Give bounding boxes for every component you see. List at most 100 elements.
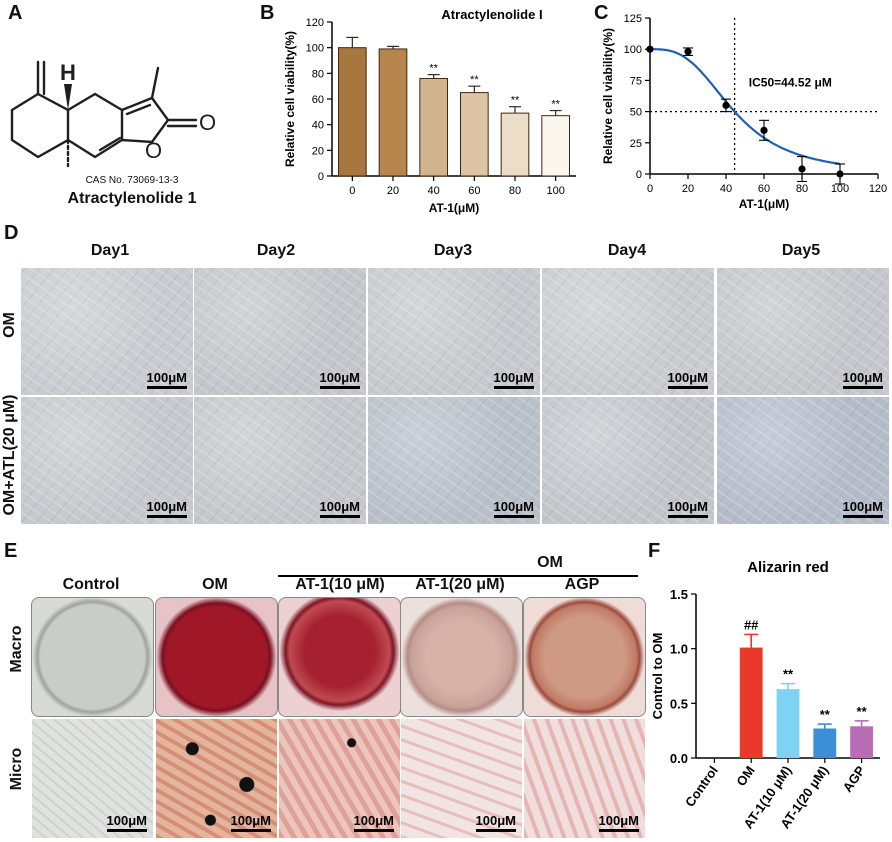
scale-bar: 100μM bbox=[493, 370, 534, 389]
carbonyl-oxygen-label: O bbox=[199, 110, 216, 135]
chart-c-data-point bbox=[646, 45, 654, 53]
scale-bar-label: 100μM bbox=[493, 499, 534, 514]
chart-b-x-tick-label: 80 bbox=[509, 185, 521, 197]
chart-b-viability-bars: Atractylenolide I 0 20 40 60 80 100 120 0 20 ** 40 *… bbox=[283, 7, 576, 215]
scale-bar-line bbox=[353, 829, 394, 832]
chart-f-y-tick-label: 1.0 bbox=[670, 642, 688, 657]
micrograph-image: 100μM bbox=[20, 267, 194, 396]
micro-stain-image: 100μM bbox=[523, 718, 646, 839]
chart-c-y-tick-label: 0 bbox=[636, 169, 642, 181]
chart-b-x-tick-label: 20 bbox=[387, 185, 399, 197]
chart-b-y-tick-label: 120 bbox=[306, 17, 324, 29]
scale-bar-label: 100μM bbox=[106, 813, 147, 828]
scale-bar-label: 100μM bbox=[842, 499, 883, 514]
chart-c-data-point bbox=[836, 170, 844, 178]
chart-c-x-tick-label: 60 bbox=[758, 183, 770, 195]
scale-bar-label: 100μM bbox=[146, 370, 187, 385]
scale-bar: 100μM bbox=[667, 499, 708, 518]
scale-bar-label: 100μM bbox=[319, 499, 360, 514]
chart-b-x-label: AT-1(μM) bbox=[429, 201, 479, 215]
scale-bar: 100μM bbox=[319, 499, 360, 518]
micrograph-image: 100μM bbox=[367, 396, 541, 525]
panel-letter-f: F bbox=[648, 540, 661, 562]
scale-bar: 100μM bbox=[842, 499, 883, 518]
chart-b-y-tick-label: 0 bbox=[318, 171, 324, 183]
chart-c-data-point bbox=[684, 48, 692, 56]
day-header: Day5 bbox=[781, 242, 821, 259]
compound-name: Atractylenolide 1 bbox=[67, 190, 197, 207]
chart-f-bar bbox=[850, 726, 874, 758]
micro-stain-image: 100μM bbox=[400, 718, 523, 839]
chart-b-bar bbox=[419, 77, 448, 177]
scale-bar-label: 100μM bbox=[475, 813, 516, 828]
micrograph-image: 100μM bbox=[367, 267, 541, 396]
panel-letter-a: A bbox=[8, 2, 23, 24]
scale-bar: 100μM bbox=[842, 370, 883, 389]
chart-b-significance: ** bbox=[470, 74, 479, 86]
day-header: Day3 bbox=[433, 242, 473, 259]
micrograph-image: 100μM bbox=[541, 267, 715, 396]
scale-bar: 100μM bbox=[230, 813, 271, 832]
scale-bar-line bbox=[493, 515, 534, 518]
chart-f-y-label: Control to OM bbox=[650, 633, 665, 720]
scale-bar-label: 100μM bbox=[598, 813, 639, 828]
micro-stain-image: 100μM bbox=[278, 718, 401, 839]
scale-bar: 100μM bbox=[146, 499, 187, 518]
h-label: H bbox=[60, 60, 76, 85]
scale-bar-line bbox=[842, 515, 883, 518]
chart-b-bar bbox=[460, 92, 489, 177]
chart-b-significance: ** bbox=[429, 63, 438, 75]
day-header: Day2 bbox=[256, 242, 296, 259]
chart-c-y-tick-label: 25 bbox=[630, 138, 642, 150]
scale-bar-line bbox=[598, 829, 639, 832]
micrograph-image: 100μM bbox=[193, 267, 367, 396]
chart-c-x-tick-label: 20 bbox=[682, 183, 694, 195]
chart-b-title: Atractylenolide I bbox=[441, 7, 542, 22]
chart-c-x-tick-label: 100 bbox=[831, 183, 849, 195]
chart-c-x-tick-label: 40 bbox=[720, 183, 732, 195]
om-group-label: OM bbox=[537, 554, 563, 571]
chart-f-alizarin-bars: Alizarin red0.00.51.01.5Control##OM**AT-… bbox=[650, 559, 880, 831]
day-header: Day4 bbox=[607, 242, 647, 259]
panel-letter-b: B bbox=[260, 2, 275, 24]
chart-c-data-point bbox=[760, 126, 768, 134]
chart-f-y-tick-label: 1.5 bbox=[670, 587, 688, 602]
row-header-om: OM bbox=[1, 312, 18, 338]
scale-bar: 100μM bbox=[353, 813, 394, 832]
chart-b-significance: ** bbox=[511, 95, 520, 107]
row-header-micro: Micro bbox=[8, 747, 25, 791]
chart-f-y-tick-label: 0.0 bbox=[670, 751, 688, 766]
scale-bar-line bbox=[146, 515, 187, 518]
scale-bar: 100μM bbox=[319, 370, 360, 389]
macro-dish-image bbox=[400, 597, 523, 717]
chart-b-bar bbox=[541, 115, 570, 177]
scale-bar-label: 100μM bbox=[842, 370, 883, 385]
chart-b-y-tick-label: 20 bbox=[312, 145, 324, 157]
chart-f-bar bbox=[776, 689, 800, 758]
scale-bar: 100μM bbox=[598, 813, 639, 832]
scale-bar-label: 100μM bbox=[319, 370, 360, 385]
row-header-om-atl: OM+ATL(20 μM) bbox=[1, 394, 18, 516]
micrograph-image: 100μM bbox=[193, 396, 367, 525]
macro-dish-image bbox=[31, 597, 154, 717]
scale-bar: 100μM bbox=[475, 813, 516, 832]
macro-dish-image bbox=[278, 597, 401, 717]
chart-f-significance: ** bbox=[820, 707, 831, 722]
cas-number: CAS No. 73069-13-3 bbox=[85, 175, 179, 186]
chart-b-y-tick-label: 100 bbox=[306, 43, 324, 55]
scale-bar: 100μM bbox=[106, 813, 147, 832]
scale-bar-label: 100μM bbox=[667, 499, 708, 514]
micro-stain-image: 100μM bbox=[31, 718, 154, 839]
scale-bar-line bbox=[106, 829, 147, 832]
chart-f-x-tick-label: AGP bbox=[840, 763, 869, 795]
chart-f-significance: ## bbox=[744, 617, 759, 632]
day-header: Day1 bbox=[90, 242, 130, 259]
chart-c-data-point bbox=[722, 101, 730, 109]
chart-c-y-tick-label: 125 bbox=[624, 13, 642, 25]
chemical-structure: H O O bbox=[10, 60, 216, 168]
chart-f-x-tick-label: OM bbox=[733, 763, 757, 789]
scale-bar-label: 100μM bbox=[667, 370, 708, 385]
scale-bar-label: 100μM bbox=[493, 370, 534, 385]
chart-b-y-label: Relative cell viability(%) bbox=[283, 31, 297, 167]
chart-f-significance: ** bbox=[857, 704, 868, 719]
